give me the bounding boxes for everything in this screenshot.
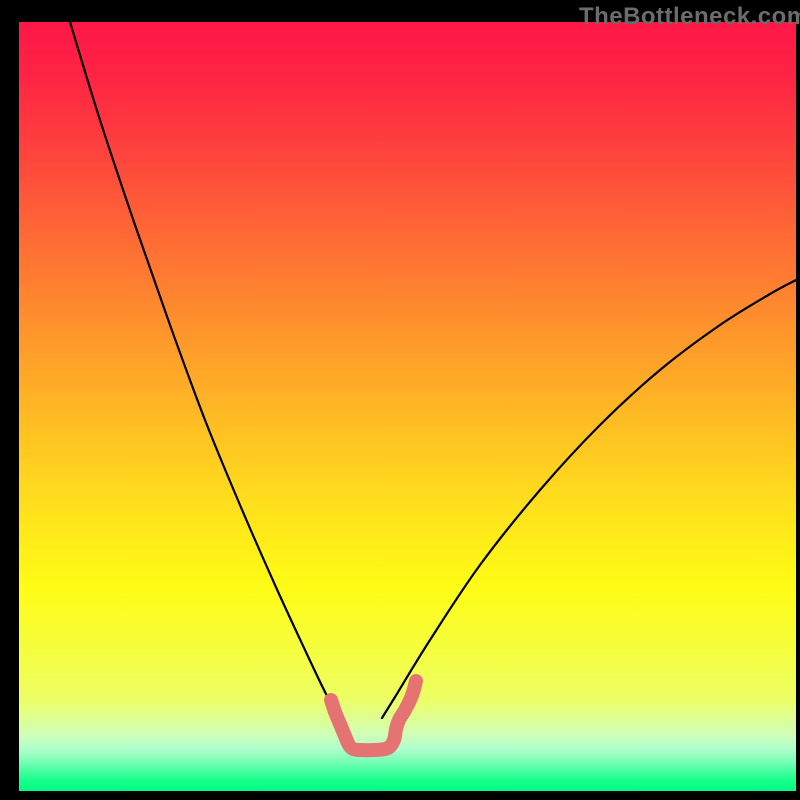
watermark-text: TheBottleneck.com	[579, 3, 800, 31]
chart-frame	[0, 0, 800, 800]
